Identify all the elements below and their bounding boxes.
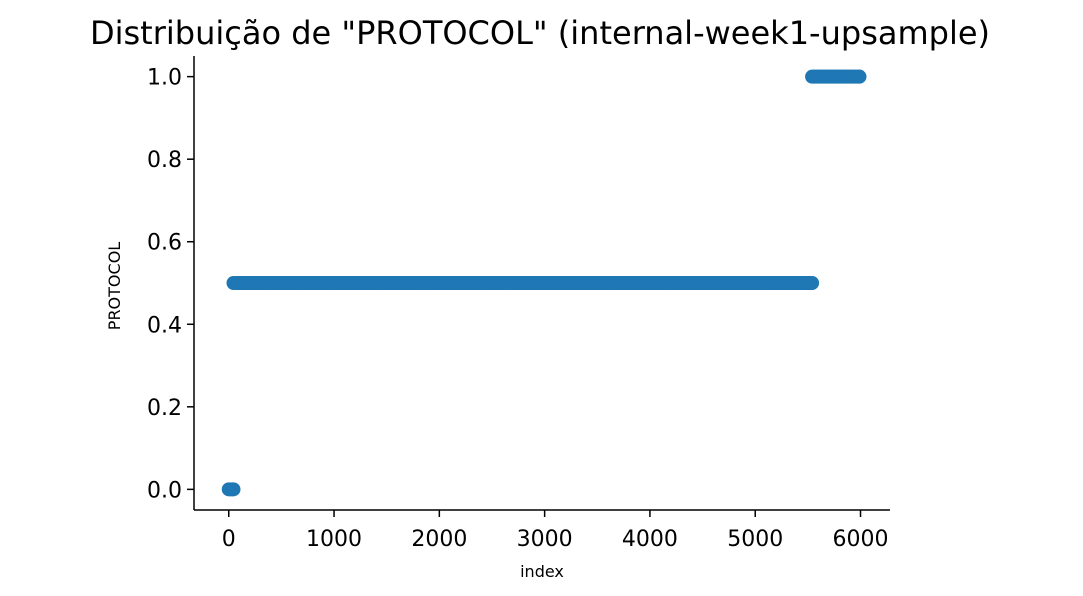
axes: 0 1000 2000 3000 4000 5000 6000 0.0 0.2 0.4 0.6 0.8… (147, 56, 890, 552)
data-point (805, 276, 820, 290)
y-tick-label: 1.0 (147, 66, 182, 91)
x-axis-title: index (520, 562, 564, 581)
chart-title: Distribuição de "PROTOCOL" (internal-wee… (90, 14, 990, 52)
x-tick-label: 3000 (517, 527, 573, 552)
y-tick-label: 0.2 (147, 396, 182, 421)
y-tick-label: 0.6 (147, 231, 182, 256)
x-tick-label: 4000 (622, 527, 678, 552)
y-tick-label: 0.8 (147, 148, 182, 173)
data-point (852, 69, 867, 84)
y-axis-title: PROTOCOL (105, 242, 124, 330)
x-tick-label: 6000 (833, 527, 889, 552)
data-point (226, 482, 241, 497)
x-tick-label: 0 (222, 527, 236, 552)
x-tick-label: 5000 (727, 527, 783, 552)
y-tick-label: 0.4 (147, 313, 182, 338)
plot-area (221, 69, 867, 497)
x-tick-label: 2000 (411, 527, 467, 552)
y-tick-label: 0.0 (147, 478, 182, 503)
x-tick-label: 1000 (306, 527, 362, 552)
